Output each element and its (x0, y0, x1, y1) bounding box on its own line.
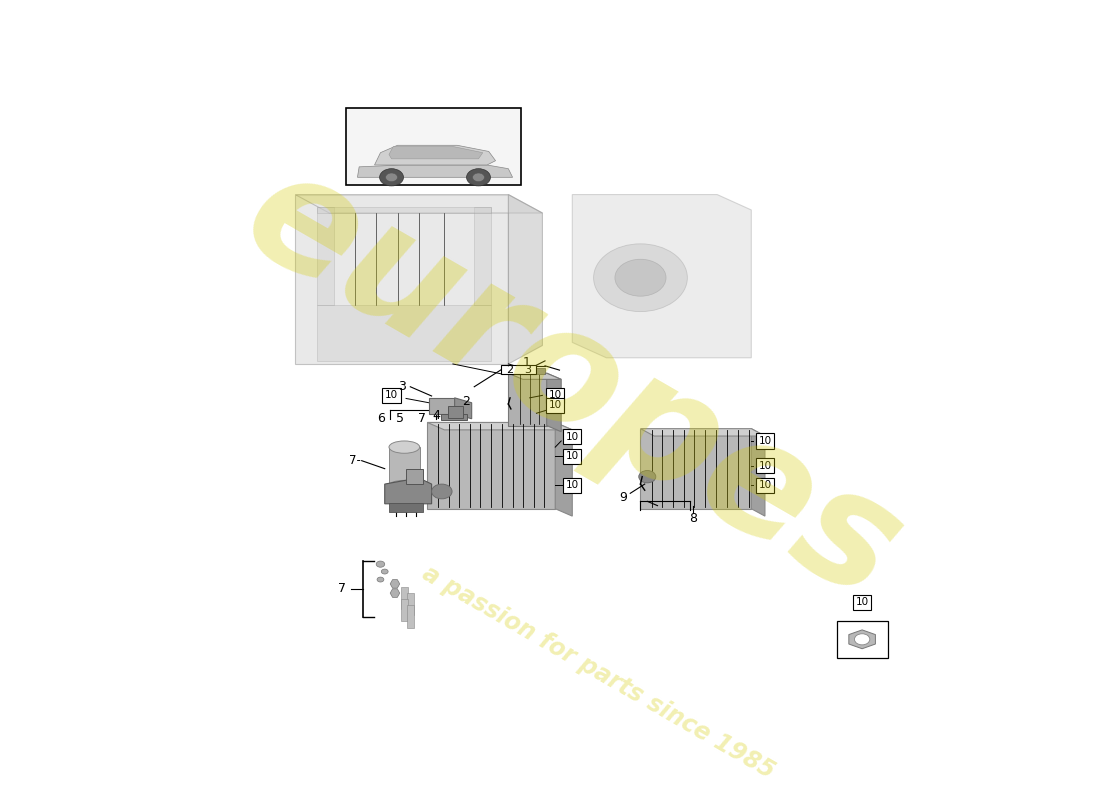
Text: 7: 7 (418, 412, 426, 426)
Text: 3: 3 (525, 365, 531, 374)
Text: 8: 8 (690, 512, 697, 525)
Polygon shape (400, 599, 408, 622)
Text: 10: 10 (856, 598, 869, 607)
Text: 10: 10 (758, 480, 771, 490)
Text: 7: 7 (338, 582, 346, 595)
Circle shape (379, 169, 404, 186)
Polygon shape (510, 368, 544, 374)
Polygon shape (358, 165, 513, 178)
Polygon shape (317, 207, 333, 306)
Polygon shape (640, 429, 751, 509)
Circle shape (855, 634, 870, 645)
Text: 2: 2 (506, 365, 514, 374)
Text: 5: 5 (396, 412, 404, 426)
Circle shape (382, 569, 388, 574)
Text: 10: 10 (758, 461, 771, 470)
Text: 7-: 7- (349, 454, 361, 467)
Polygon shape (374, 146, 495, 165)
Polygon shape (751, 429, 764, 516)
Text: 10: 10 (565, 451, 579, 462)
Text: europes: europes (218, 134, 926, 634)
Text: 9: 9 (619, 491, 627, 504)
Circle shape (466, 169, 491, 186)
Circle shape (473, 173, 484, 182)
Polygon shape (441, 414, 466, 420)
Circle shape (639, 470, 656, 483)
Polygon shape (508, 194, 542, 364)
Polygon shape (317, 306, 492, 361)
Text: 1: 1 (522, 356, 530, 369)
Polygon shape (406, 469, 424, 484)
Circle shape (376, 561, 385, 567)
Polygon shape (849, 630, 876, 649)
Polygon shape (385, 478, 431, 504)
Polygon shape (317, 207, 492, 213)
Polygon shape (427, 422, 556, 509)
Text: 10: 10 (549, 400, 562, 410)
Polygon shape (448, 406, 463, 418)
Polygon shape (400, 587, 408, 609)
Polygon shape (508, 373, 547, 426)
Polygon shape (454, 398, 472, 418)
FancyBboxPatch shape (346, 108, 521, 186)
Text: 4: 4 (432, 409, 440, 422)
Text: 10: 10 (385, 390, 398, 400)
Text: a passion for parts since 1985: a passion for parts since 1985 (418, 561, 779, 783)
Text: 2: 2 (462, 395, 470, 408)
Polygon shape (474, 207, 492, 306)
Polygon shape (640, 429, 764, 436)
Circle shape (594, 244, 688, 312)
Polygon shape (389, 146, 483, 159)
Polygon shape (572, 194, 751, 358)
Text: 10: 10 (549, 390, 562, 400)
Circle shape (615, 259, 666, 296)
Polygon shape (556, 422, 572, 516)
Text: 10: 10 (758, 436, 771, 446)
Polygon shape (295, 194, 542, 213)
Polygon shape (407, 606, 414, 628)
Polygon shape (427, 422, 572, 430)
Polygon shape (547, 373, 561, 432)
Circle shape (431, 484, 452, 499)
Polygon shape (389, 447, 420, 486)
Text: 10: 10 (565, 432, 579, 442)
Polygon shape (407, 593, 414, 615)
Circle shape (377, 577, 384, 582)
Ellipse shape (389, 480, 420, 490)
Polygon shape (390, 589, 399, 598)
Text: 6: 6 (377, 412, 385, 426)
Text: 10: 10 (565, 480, 579, 490)
FancyBboxPatch shape (836, 621, 888, 658)
Polygon shape (389, 502, 424, 512)
Text: 3: 3 (398, 380, 406, 394)
Ellipse shape (389, 441, 420, 454)
FancyBboxPatch shape (500, 365, 537, 374)
Polygon shape (390, 580, 399, 588)
Circle shape (386, 173, 397, 182)
Polygon shape (295, 194, 508, 364)
Polygon shape (429, 398, 454, 414)
Polygon shape (508, 373, 561, 379)
